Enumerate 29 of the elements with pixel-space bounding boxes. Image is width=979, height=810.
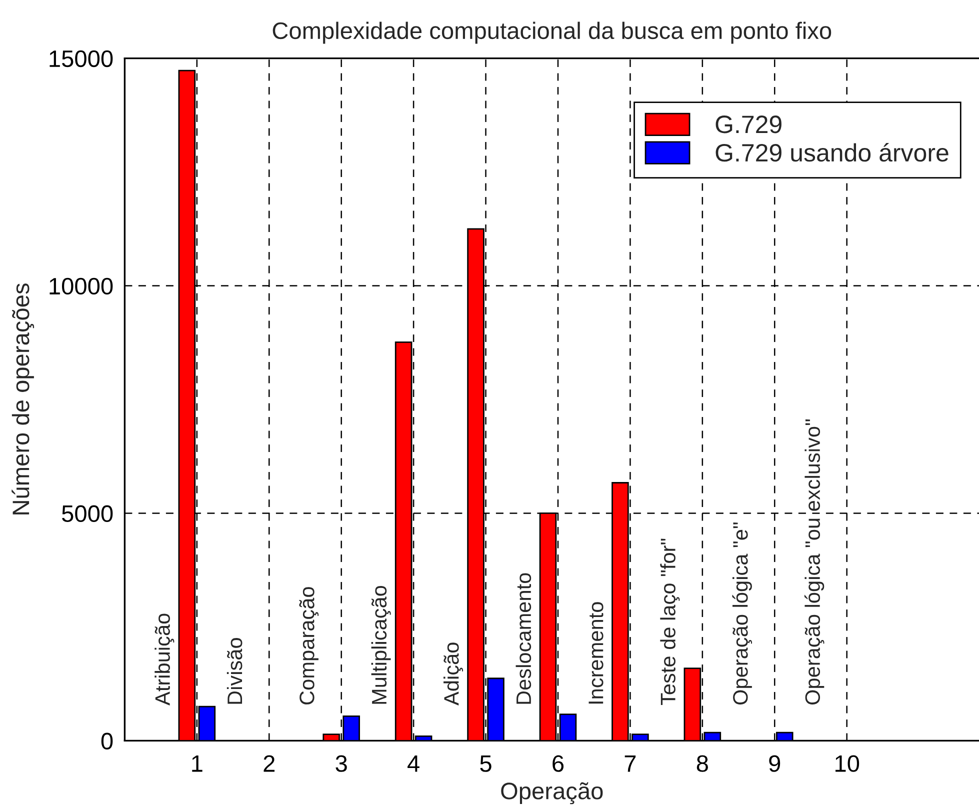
annotation: Operação lógica "ou exclusivo" — [804, 419, 824, 704]
y-tick-label: 15000 — [50, 50, 113, 68]
x-tick-label: 6 — [552, 755, 564, 772]
annotation: Divisão — [226, 638, 242, 704]
y-tick-label: 0 — [101, 732, 113, 750]
annotation: Comparação — [299, 587, 319, 704]
y-tick-label: 10000 — [50, 278, 113, 295]
x-tick-label: 7 — [624, 755, 636, 772]
x-tick-label: 5 — [480, 755, 492, 772]
annotation: Incremento — [588, 602, 604, 704]
x-tick-label: 4 — [408, 755, 420, 772]
x-tick-label: 10 — [836, 755, 860, 772]
annotation: Deslocamento — [516, 573, 532, 704]
x-tick-label: 1 — [192, 755, 202, 772]
annotation: Adição — [444, 642, 464, 706]
chart-title: Complexidade computacional da busca em ponto fixo — [272, 22, 832, 44]
annotation: Operação lógica "e" — [732, 522, 752, 704]
x-tick-label: 3 — [336, 755, 347, 772]
x-axis-title: Operação — [501, 782, 603, 804]
annotation: Multiplicação — [371, 586, 391, 704]
legend-label: G.729 usando árvore — [716, 142, 948, 162]
annotation: Teste de laço "for" — [660, 538, 680, 706]
legend-label: G.729 — [716, 116, 782, 134]
x-tick-label: 9 — [769, 755, 780, 772]
annotation: Atribuição — [154, 614, 174, 706]
x-tick-label: 2 — [264, 755, 275, 772]
x-tick-label: 8 — [696, 755, 708, 772]
y-axis-title: Número de operações — [12, 284, 34, 514]
y-tick-label: 5000 — [62, 505, 113, 522]
